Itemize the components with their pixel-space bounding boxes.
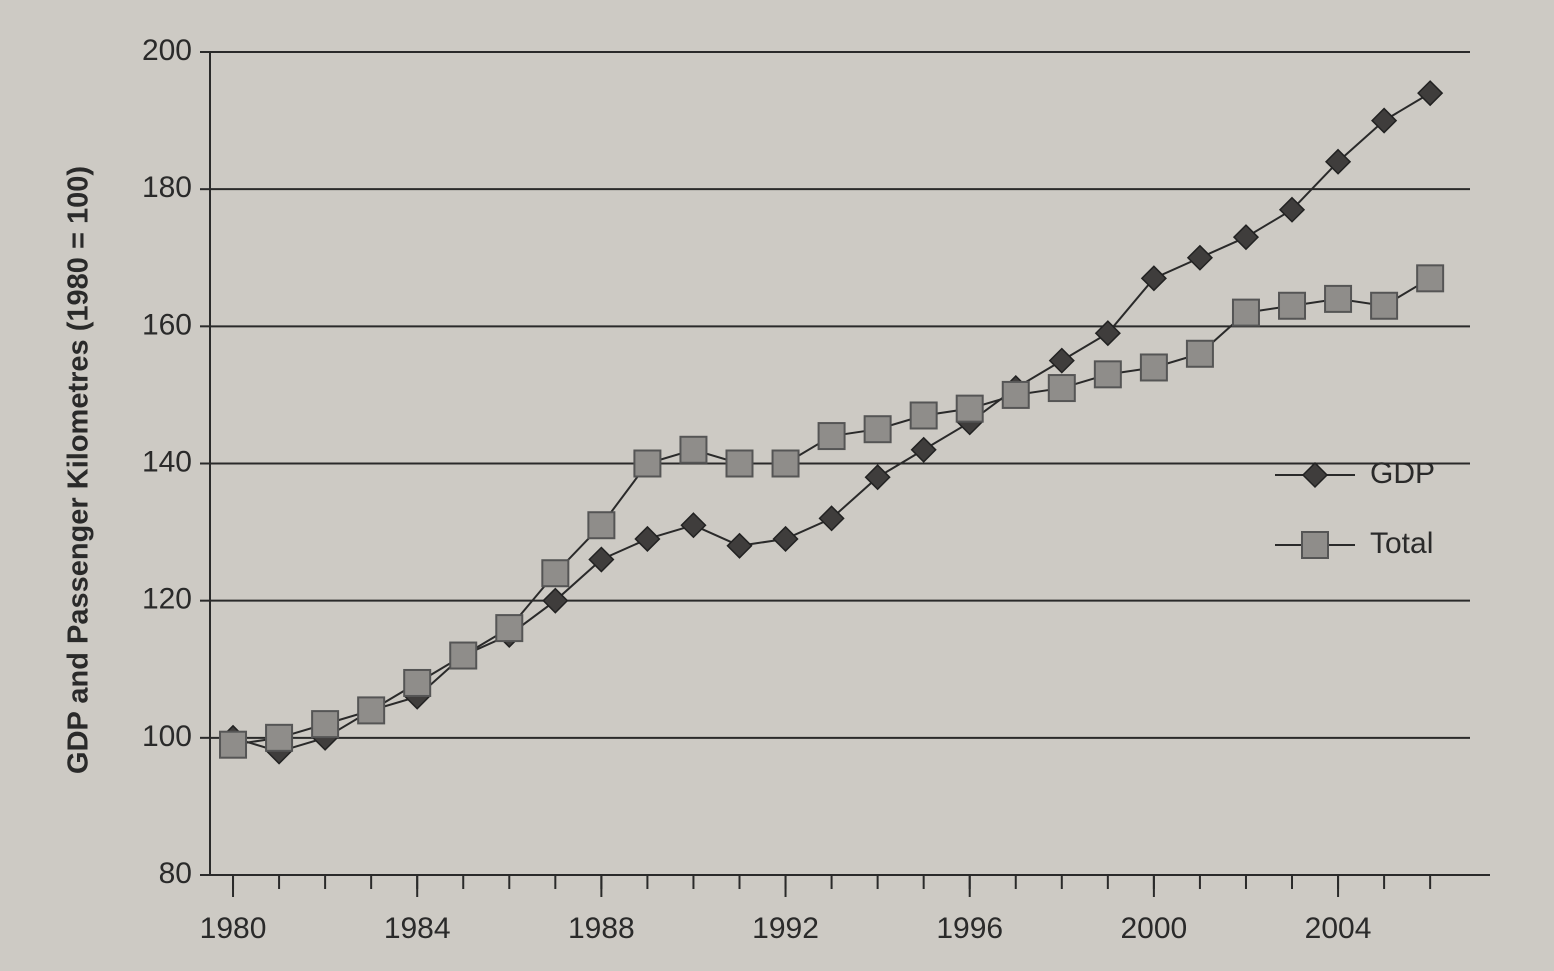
- point: [541, 559, 570, 588]
- x-tick-label: 1988: [568, 912, 635, 945]
- point: [1324, 284, 1353, 313]
- point: [725, 449, 754, 478]
- legend-marker: [1301, 461, 1329, 489]
- legend-label: GDP: [1370, 457, 1435, 490]
- point: [265, 723, 294, 752]
- y-axis-label: GDP and Passenger Kilometres (1980 = 100…: [63, 166, 95, 774]
- point: [1048, 347, 1075, 374]
- point: [1416, 264, 1445, 293]
- point: [633, 449, 662, 478]
- legend-marker: [1301, 531, 1329, 559]
- x-tick-label: 1992: [752, 912, 819, 945]
- y-tick-label: 80: [159, 857, 192, 890]
- point: [1094, 320, 1121, 347]
- point: [726, 532, 753, 559]
- point: [634, 525, 661, 553]
- point: [311, 710, 340, 739]
- x-tick-label: 1984: [384, 912, 451, 945]
- legend-label: Total: [1370, 527, 1433, 560]
- x-tick-label: 1996: [936, 912, 1003, 945]
- point: [909, 401, 938, 430]
- point: [449, 641, 478, 670]
- point: [818, 505, 845, 532]
- point: [910, 436, 937, 463]
- point: [1417, 80, 1444, 107]
- point: [495, 614, 524, 643]
- point: [1001, 380, 1030, 409]
- y-tick-label: 120: [142, 583, 192, 616]
- point: [864, 464, 891, 491]
- point: [772, 525, 799, 553]
- point: [771, 449, 800, 478]
- y-tick-label: 140: [142, 445, 192, 478]
- y-tick-label: 100: [142, 720, 192, 753]
- point: [542, 587, 569, 614]
- point: [1278, 196, 1306, 223]
- point: [1371, 107, 1398, 134]
- point: [1231, 298, 1260, 327]
- x-tick-label: 1980: [200, 912, 267, 945]
- point: [1232, 224, 1260, 251]
- y-tick-label: 160: [142, 308, 192, 341]
- point: [1186, 244, 1213, 271]
- point: [1140, 265, 1167, 292]
- point: [1185, 339, 1214, 368]
- point: [357, 696, 386, 725]
- point: [679, 435, 708, 464]
- point: [1324, 148, 1352, 175]
- point: [863, 415, 892, 444]
- y-tick-label: 200: [142, 34, 192, 67]
- point: [587, 511, 616, 540]
- point: [588, 546, 615, 573]
- point: [1047, 374, 1076, 403]
- x-tick-label: 2000: [1121, 912, 1188, 945]
- point: [817, 422, 846, 451]
- point: [1093, 360, 1122, 389]
- point: [680, 512, 707, 539]
- y-tick-label: 180: [142, 171, 192, 204]
- x-tick-label: 2004: [1305, 912, 1372, 945]
- point: [1278, 291, 1307, 320]
- point: [403, 668, 432, 697]
- point: [955, 394, 984, 423]
- point: [1139, 353, 1168, 382]
- point: [219, 730, 248, 759]
- point: [1370, 291, 1399, 320]
